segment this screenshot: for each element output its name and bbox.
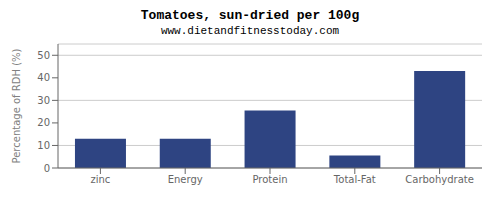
svg-text:Protein: Protein: [252, 174, 287, 185]
svg-text:Energy: Energy: [168, 174, 203, 185]
svg-text:Carbohydrate: Carbohydrate: [405, 174, 474, 185]
svg-text:zinc: zinc: [90, 174, 110, 185]
svg-text:10: 10: [37, 140, 50, 151]
html-text:Tomatoes, sun-dried per 100g: Tomatoes, sun-dried per 100g: [140, 8, 360, 23]
svg-text:20: 20: [37, 117, 50, 128]
svg-text:50: 50: [37, 50, 50, 61]
svg-text:30: 30: [37, 95, 50, 106]
html-text:www.dietandfitnesstoday.com: www.dietandfitnesstoday.com: [160, 25, 340, 37]
svg-text:40: 40: [37, 72, 50, 83]
svg-text:0: 0: [44, 163, 50, 174]
svg-text:Percentage of RDH (%): Percentage of RDH (%): [11, 48, 22, 163]
svg-text:Total-Fat: Total-Fat: [333, 174, 376, 185]
